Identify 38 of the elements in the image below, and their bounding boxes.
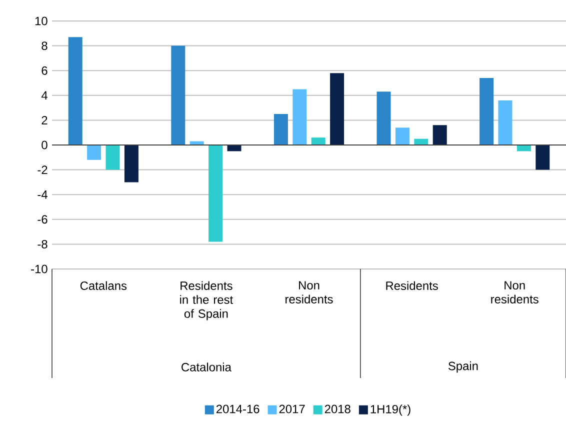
bar	[498, 100, 512, 145]
bar	[311, 138, 326, 145]
y-tick-label: 0	[42, 140, 48, 150]
bar	[292, 89, 307, 145]
bar	[208, 145, 223, 242]
bar	[376, 92, 391, 145]
y-tick-label: 8	[42, 42, 48, 50]
bar	[124, 145, 138, 182]
y-tick-label: -8	[38, 240, 48, 248]
bar	[171, 46, 186, 145]
text: Catalonia	[182, 362, 232, 372]
x-tick-label: Residents	[386, 281, 438, 290]
x-tick-label: Non residents	[286, 281, 333, 304]
x-tick-label: Residents in the rest of Spain	[180, 281, 234, 320]
bar	[432, 125, 447, 145]
x-tick-label: Catalans	[80, 281, 127, 290]
y-tick-label: 4	[41, 91, 48, 100]
legend-label: 2018	[324, 404, 350, 414]
y-tick-label: 10	[35, 16, 48, 26]
y-tick-label: 2	[42, 116, 48, 124]
legend-label: 1H19(*)	[370, 404, 410, 416]
y-tick-label: -10	[31, 264, 48, 274]
y-tick-label: -2	[38, 166, 48, 174]
legend-label: 2014-16	[216, 404, 260, 414]
y-tick-label: -4	[38, 190, 48, 199]
y-tick-label: -6	[38, 215, 48, 224]
bar	[395, 128, 410, 145]
bar	[68, 37, 82, 145]
legend-label: 2017	[279, 404, 305, 414]
bar	[274, 114, 288, 145]
x-tick-label: Non residents	[491, 281, 538, 304]
bar	[330, 73, 344, 145]
text: Spain	[448, 361, 478, 373]
bar	[536, 145, 550, 170]
bar	[87, 145, 102, 160]
y-tick-label: 6	[42, 66, 48, 75]
bar	[480, 78, 494, 145]
bar	[106, 145, 120, 170]
